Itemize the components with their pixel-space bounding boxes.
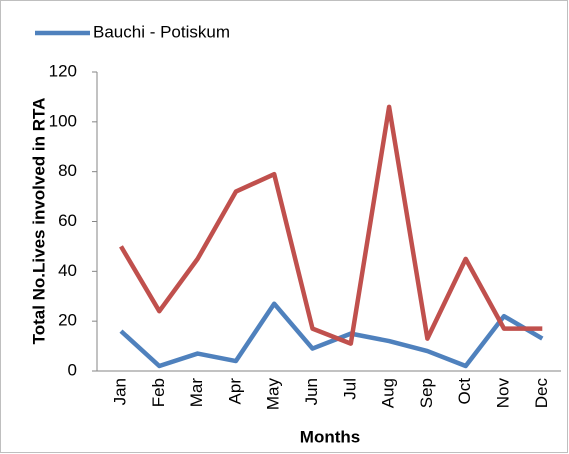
x-tick-label: Feb (149, 378, 168, 407)
x-tick-label: Mar (187, 378, 206, 408)
y-tick-label: 100 (49, 111, 77, 130)
y-axis-title: Total No.Lives involved in RTA (29, 98, 48, 345)
x-tick-label: Sep (417, 378, 436, 408)
y-tick-label: 40 (58, 261, 77, 280)
y-tick-label: 80 (58, 161, 77, 180)
x-tick-label: Jun (302, 378, 321, 405)
series-line (119, 104, 543, 346)
x-tick-label: Nov (493, 378, 512, 409)
x-tick-label: Jan (110, 378, 129, 405)
x-tick-label: Jul (340, 378, 359, 400)
x-tick-label: May (264, 378, 283, 411)
y-tick-label: 60 (58, 211, 77, 230)
y-tick-label: 0 (68, 360, 77, 379)
legend-label: Bauchi - Potiskum (93, 22, 230, 41)
x-tick-label: Oct (455, 378, 474, 405)
y-tick-label: 120 (49, 61, 77, 80)
x-axis-title: Months (300, 427, 360, 446)
series-line (119, 301, 544, 369)
x-tick-label: Aug (379, 378, 398, 408)
x-tick-label: Apr (225, 378, 244, 405)
x-tick-label: Dec (532, 378, 551, 409)
y-tick-label: 20 (58, 311, 77, 330)
